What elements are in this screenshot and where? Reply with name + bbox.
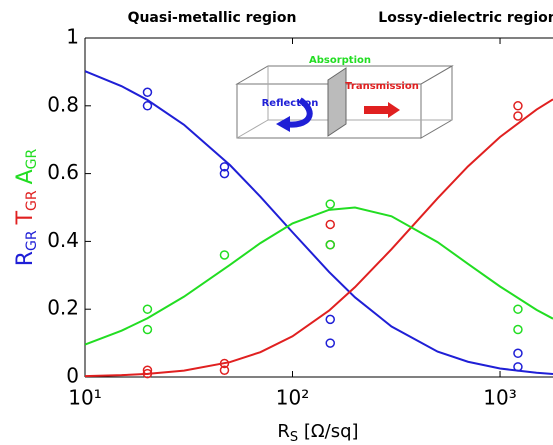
data-point — [513, 101, 523, 111]
data-point — [513, 348, 523, 359]
data-point — [325, 219, 335, 230]
inset: Absorption Reflection Transmission — [235, 55, 454, 139]
y-tick-label: 1 — [66, 25, 79, 49]
x-label-main: R — [277, 421, 290, 442]
data-point — [219, 365, 230, 375]
y-tick-label: 0.6 — [47, 160, 79, 184]
x-tick-label: 10³ — [483, 386, 516, 410]
y-label-sub: GR — [24, 148, 40, 169]
data-point — [219, 358, 230, 369]
data-point — [325, 314, 335, 325]
y-label-main: A — [13, 169, 38, 184]
data-point — [513, 304, 523, 314]
data-point — [219, 168, 230, 179]
reflection-arrow — [283, 97, 313, 128]
plot-area — [85, 70, 553, 379]
x-tick-label: 10² — [276, 386, 309, 410]
data-point — [513, 362, 523, 372]
inset-label: Transmission — [345, 81, 419, 92]
data-point — [142, 365, 153, 375]
data-point — [325, 240, 335, 250]
y-tick-label: 0.8 — [47, 92, 79, 116]
curve — [85, 70, 553, 375]
inset-box — [236, 119, 269, 139]
transmission-arrow — [388, 102, 400, 118]
y-tick-label: 0 — [66, 364, 79, 388]
annotation: Lossy-dielectric region — [378, 10, 553, 26]
data-point — [142, 304, 153, 314]
x-axis-label: RS [Ω/sq] — [277, 421, 358, 445]
x-tick-label: 10¹ — [68, 386, 101, 410]
inset-label: Reflection — [262, 98, 319, 109]
data-point — [142, 324, 153, 335]
graphene-sheet — [327, 67, 347, 137]
inset-box — [420, 65, 453, 139]
data-point — [513, 324, 523, 335]
y-label-main: R — [13, 251, 38, 266]
y-axis-label: RGRTGRAGR — [13, 148, 40, 266]
annotation: Quasi-metallic region — [128, 10, 297, 26]
x-label-rest: [Ω/sq] — [298, 421, 358, 442]
inset-label: Absorption — [309, 55, 371, 66]
y-tick-label: 0.2 — [47, 296, 79, 320]
data-point — [513, 111, 523, 121]
data-point — [325, 338, 335, 348]
y-tick-label: 0.4 — [47, 228, 79, 252]
data-point — [219, 250, 230, 260]
curve — [85, 206, 553, 346]
data-point — [142, 368, 153, 379]
y-label-sub: GR — [24, 230, 40, 251]
y-label-main: T — [13, 210, 38, 225]
reflection-arrow — [276, 116, 290, 132]
x-label-sub: S — [290, 430, 298, 445]
transmission-arrow — [364, 106, 388, 114]
curve — [85, 98, 553, 378]
data-point — [325, 199, 335, 209]
y-label-sub: GR — [24, 190, 40, 211]
data-point — [219, 162, 230, 172]
data-point — [142, 87, 153, 97]
data-point — [142, 101, 153, 111]
